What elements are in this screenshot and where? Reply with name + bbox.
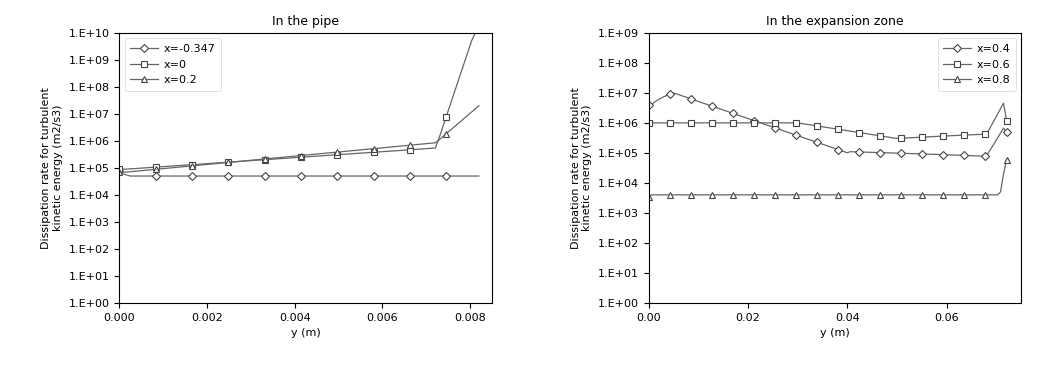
x=0.6: [718, 121, 730, 125]
x=0.4: [1001, 130, 1013, 134]
Title: In the expansion zone: In the expansion zone: [766, 15, 904, 27]
x=0.4: [642, 103, 654, 107]
x=0.4: [667, 91, 679, 95]
x=0.6: [928, 134, 941, 139]
x=0.8: [925, 193, 937, 197]
x=0.6: [1001, 118, 1013, 123]
x=0.8: [1001, 157, 1013, 162]
X-axis label: y (m): y (m): [290, 328, 320, 338]
x=-0.347: [200, 174, 213, 178]
x=-0.347: [113, 168, 125, 173]
x=0: [454, 71, 467, 76]
Line: x=0.6: x=0.6: [646, 100, 1009, 141]
Legend: x=0.4, x=0.6, x=0.8: x=0.4, x=0.6, x=0.8: [937, 38, 1016, 91]
x=0: [328, 153, 340, 157]
x=0.4: [741, 116, 754, 121]
x=0.4: [928, 152, 941, 157]
Line: x=0.4: x=0.4: [646, 91, 1009, 159]
x=0.6: [841, 128, 853, 133]
x=0.8: [988, 193, 1001, 197]
x=0.6: [738, 121, 751, 125]
x=0.4: [994, 131, 1007, 135]
x=-0.347: [302, 174, 314, 178]
Line: x=-0.347: x=-0.347: [116, 168, 481, 179]
x=0.2: [328, 150, 340, 155]
Title: In the pipe: In the pipe: [272, 15, 339, 27]
x=0.2: [197, 163, 209, 167]
x=0.2: [113, 170, 125, 174]
x=0: [183, 163, 195, 167]
x=0.8: [718, 193, 730, 197]
x=0.6: [892, 136, 904, 141]
x=0: [113, 167, 125, 171]
Legend: x=-0.347, x=0, x=0.2: x=-0.347, x=0, x=0.2: [124, 38, 221, 91]
x=0.6: [889, 136, 901, 141]
x=-0.347: [331, 174, 343, 178]
x=0.2: [473, 104, 485, 108]
x=0: [444, 104, 456, 108]
x=0.4: [721, 109, 733, 114]
X-axis label: y (m): y (m): [820, 328, 850, 338]
x=0.6: [991, 112, 1004, 116]
x=0: [469, 31, 481, 35]
x=-0.347: [447, 174, 459, 178]
x=0.8: [841, 193, 853, 197]
x=0.6: [998, 101, 1010, 105]
x=0: [473, 31, 485, 35]
Line: x=0: x=0: [116, 30, 481, 172]
x=0: [197, 162, 209, 166]
x=-0.347: [186, 174, 198, 178]
Line: x=0.8: x=0.8: [646, 157, 1009, 199]
x=0: [299, 155, 311, 159]
x=-0.347: [124, 174, 137, 178]
x=0.4: [844, 150, 857, 154]
x=-0.347: [458, 174, 471, 178]
x=0.2: [299, 153, 311, 157]
x=0.4: [979, 154, 991, 158]
x=0.2: [444, 128, 456, 133]
x=0.6: [642, 121, 654, 125]
x=0.8: [889, 193, 901, 197]
Line: x=0.2: x=0.2: [116, 103, 481, 175]
x=0.8: [642, 195, 654, 199]
x=0.2: [183, 164, 195, 168]
x=0.8: [738, 193, 751, 197]
x=-0.347: [473, 174, 485, 178]
Y-axis label: Dissipation rate for turbulent
kinetic energy (m2/s3): Dissipation rate for turbulent kinetic e…: [570, 87, 592, 249]
x=0.4: [892, 151, 904, 155]
x=0.2: [454, 119, 467, 123]
Y-axis label: Dissipation rate for turbulent
kinetic energy (m2/s3): Dissipation rate for turbulent kinetic e…: [41, 87, 63, 249]
